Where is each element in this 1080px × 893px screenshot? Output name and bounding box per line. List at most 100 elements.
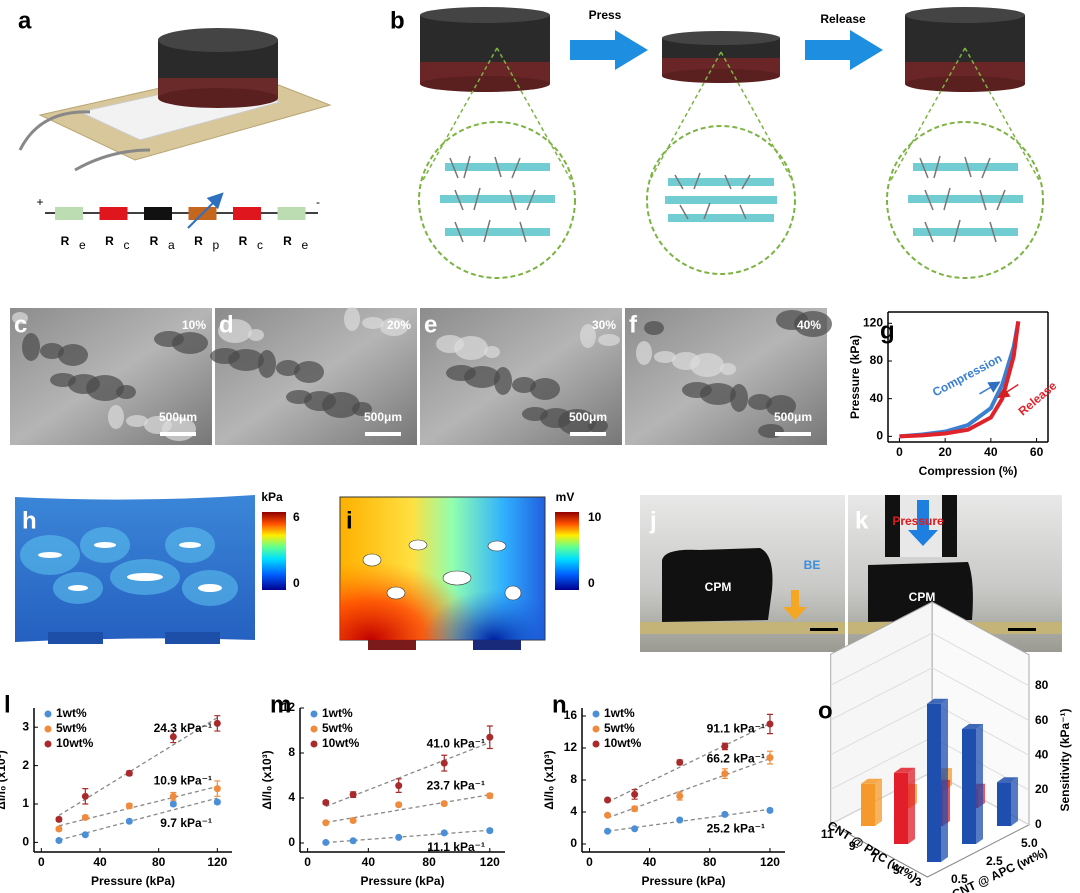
bar-side [941,698,948,862]
resistor-subscript: p [213,238,220,252]
y-tick-label: 0 [288,835,295,849]
sem-pore [294,361,324,383]
sem-pore [720,363,736,375]
x-tick-label: 80 [703,855,717,869]
step-label: Press [589,8,622,22]
data-point [213,785,221,793]
sem-pore [644,321,664,335]
bar-top [894,767,915,773]
data-point [395,782,403,790]
colorbar-tick: 0 [293,576,300,590]
data-point [604,827,612,835]
x-axis-label: Pressure (kPa) [641,874,725,888]
variable-arrow [187,192,224,229]
data-point [631,805,639,813]
sem-pore [636,341,652,365]
data-point [486,827,494,835]
resistor [277,207,306,220]
legend-marker [592,710,600,718]
data-point [213,798,221,806]
x-tick-label: 40 [643,855,657,869]
sem-pore [748,394,772,410]
legend-label: 1wt% [56,706,87,720]
data-point [55,815,63,823]
scale-bar-label: 500μm [774,410,812,424]
z-tick-label: 20 [1035,782,1049,796]
y-tick-label: 4 [570,804,577,818]
data-point [169,733,177,741]
sensitivity-label: 23.7 kPa⁻¹ [427,779,485,793]
fit-line [58,785,218,827]
porosity-label: 40% [797,318,821,332]
data-point [125,817,133,825]
sensitivity-label: 25.2 kPa⁻¹ [707,822,765,836]
sensitivity-label: 24.3 kPa⁻¹ [154,721,212,735]
data-point [213,719,221,727]
curve-label: Release [1016,378,1060,418]
legend-label: 10wt% [322,736,360,750]
sem-pore [344,307,360,331]
sem-pore [286,390,312,404]
resistor-subscript: e [302,238,309,252]
panel-label: c [14,311,27,338]
grid-line [830,667,1030,722]
data-point [322,799,330,806]
x-tick-label: 5.0 [1021,836,1038,850]
data-point [125,802,133,810]
polarity: - [316,195,320,209]
sem-pore [362,317,384,329]
x-tick-label: 0.5 [951,872,968,886]
legend-marker [310,740,318,748]
sem-pore [654,351,676,363]
sem-pore [436,335,464,353]
x-tick-label: 120 [760,855,780,869]
data-point [395,801,403,809]
data-line [899,321,1021,439]
data-point [349,817,357,824]
legend-label: 5wt% [322,721,353,735]
sensitivity-label: 10.9 kPa⁻¹ [154,774,212,788]
y-tick-label: 8 [570,772,577,786]
resistor [99,207,128,220]
bar-top [997,777,1018,783]
sem-pore [50,373,76,387]
colorbar-unit: kPa [261,490,283,504]
y-tick-label: 80 [870,353,884,367]
data-point [721,770,729,778]
porosity-label: 10% [182,318,206,332]
colorbar-tick: 6 [293,510,300,524]
x-tick-label: 0 [304,855,311,869]
legend-label: 5wt% [604,721,635,735]
z-axis-label: Sensitivity (kPa⁻¹) [1058,708,1072,811]
legend-marker [44,725,52,733]
sem-pore [12,312,28,324]
colorbar-tick: 0 [588,576,595,590]
sem-pore [304,391,336,411]
resistor-symbol: R [283,234,292,248]
y-tick-label: 3 [22,719,29,733]
data-point [440,800,448,808]
electrode-label: BE [804,558,821,572]
data-point [676,816,684,824]
x-tick-label: 80 [422,855,436,869]
legend-label: 5wt% [56,721,87,735]
sample-label: CPM [705,580,732,594]
panel-label: a [18,7,32,34]
data-point [81,792,89,800]
scale-bar-label: 500μm [364,410,402,424]
panel-label: o [818,697,833,724]
sem-pore [776,310,808,330]
sensitivity-label: 41.0 kPa⁻¹ [427,736,485,750]
field-maps [15,495,1062,652]
resistor-subscript: c [257,238,263,252]
sem-pore [672,352,700,370]
bar-side [908,767,915,844]
data-point [721,810,729,818]
x-tick-label: 120 [480,855,500,869]
data-point [169,800,177,808]
resistor-symbol: R [61,234,70,248]
legend-label: 10wt% [56,736,94,750]
direction-arrow [979,381,1001,395]
sample-label: CPM [909,590,936,604]
